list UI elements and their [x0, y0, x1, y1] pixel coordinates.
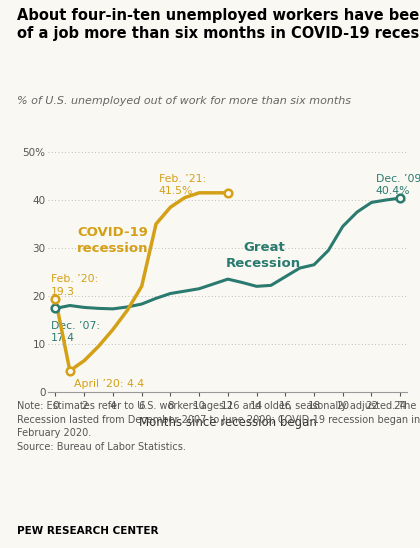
Text: COVID-19
recession: COVID-19 recession: [77, 226, 149, 255]
Text: Great
Recession: Great Recession: [226, 241, 301, 270]
Text: % of U.S. unemployed out of work for more than six months: % of U.S. unemployed out of work for mor…: [17, 96, 351, 106]
Text: Note: Estimates refer to U.S. workers ages 16 and older, seasonally adjusted. Th: Note: Estimates refer to U.S. workers ag…: [17, 401, 420, 452]
Text: About four-in-ten unemployed workers have been out
of a job more than six months: About four-in-ten unemployed workers hav…: [17, 8, 420, 41]
Text: Feb. ’20:
19.3: Feb. ’20: 19.3: [51, 275, 98, 297]
X-axis label: Months since recession began: Months since recession began: [139, 416, 317, 430]
Text: Dec. ’07:
17.4: Dec. ’07: 17.4: [51, 321, 100, 343]
Text: PEW RESEARCH CENTER: PEW RESEARCH CENTER: [17, 526, 158, 536]
Text: Feb. ’21:
41.5%: Feb. ’21: 41.5%: [159, 174, 206, 196]
Text: Dec. ’09:
40.4%: Dec. ’09: 40.4%: [376, 174, 420, 196]
Text: April ’20: 4.4: April ’20: 4.4: [74, 379, 144, 390]
